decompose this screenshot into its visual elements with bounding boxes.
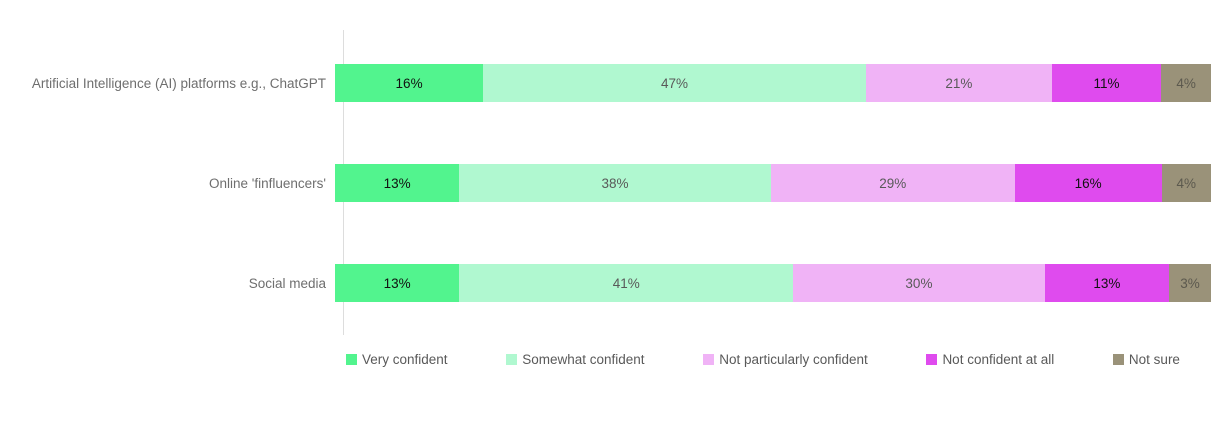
chart-row: Artificial Intelligence (AI) platforms e… [0, 33, 1211, 133]
segment-value-label: 4% [1176, 75, 1196, 91]
bar-segment[interactable]: 4% [1161, 64, 1211, 102]
segment-value-label: 16% [395, 75, 423, 91]
legend-label: Not sure [1128, 352, 1180, 367]
legend-label: Not confident at all [942, 352, 1055, 367]
segment-value-label: 29% [879, 175, 907, 191]
legend-label: Somewhat confident [522, 352, 645, 367]
category-label: Social media [248, 275, 326, 291]
bar-segment[interactable]: 13% [335, 264, 460, 302]
bar-segment[interactable]: 11% [1051, 64, 1162, 102]
bar-segment[interactable]: 4% [1161, 164, 1211, 202]
legend-item[interactable]: Not sure [1112, 352, 1180, 367]
chart-row: Social media 13% 41% 30% 13% 3% [0, 233, 1211, 333]
segment-value-label: 38% [601, 175, 629, 191]
bar-segment[interactable]: 41% [459, 264, 794, 302]
segment-value-label: 4% [1176, 175, 1197, 191]
segment-value-label: 3% [1180, 275, 1200, 291]
legend-item[interactable]: Somewhat confident [506, 352, 645, 367]
segment-value-label: 47% [661, 75, 689, 91]
bar-segment[interactable]: 16% [335, 64, 484, 102]
legend-swatch-icon [926, 354, 938, 365]
legend-label: Very confident [362, 352, 448, 367]
legend-item[interactable]: Not particularly confident [703, 352, 868, 367]
bar-segment[interactable]: 21% [865, 64, 1052, 102]
bar-segment[interactable]: 30% [793, 264, 1045, 302]
legend-swatch-icon [703, 354, 715, 365]
bar-segment[interactable]: 13% [335, 164, 460, 202]
segment-value-label: 16% [1074, 175, 1102, 191]
bar-segment[interactable]: 16% [1014, 164, 1162, 202]
category-label: Online 'finfluencers' [209, 175, 326, 191]
stacked-bar: 16% 47% 21% 11% 4% [335, 64, 1211, 102]
bar-segment[interactable]: 47% [483, 64, 866, 102]
stacked-bar: 13% 41% 30% 13% 3% [335, 264, 1211, 302]
bar-segment[interactable]: 29% [770, 164, 1015, 202]
segment-value-label: 21% [945, 75, 973, 91]
segment-value-label: 13% [1093, 275, 1121, 291]
category-label: Artificial Intelligence (AI) platforms e… [31, 75, 326, 91]
legend-swatch-icon [346, 354, 357, 365]
legend-swatch-icon [1112, 354, 1124, 365]
segment-value-label: 13% [383, 275, 411, 291]
chart-row: Online 'finfluencers' 13% 38% 29% 16% 4% [0, 133, 1211, 233]
legend-swatch-icon [506, 354, 518, 365]
segment-value-label: 13% [383, 175, 411, 191]
segment-value-label: 41% [612, 275, 640, 291]
bar-segment[interactable]: 13% [1044, 264, 1170, 302]
bar-segment[interactable]: 3% [1169, 264, 1211, 302]
bar-segment[interactable]: 38% [459, 164, 771, 202]
legend-item[interactable]: Very confident [346, 352, 448, 367]
legend: Very confident Somewhat confident Not part… [346, 352, 1180, 367]
segment-value-label: 30% [905, 275, 933, 291]
stacked-bar: 13% 38% 29% 16% 4% [335, 164, 1211, 202]
chart-rows: Artificial Intelligence (AI) platforms e… [0, 33, 1211, 333]
legend-item[interactable]: Not confident at all [926, 352, 1054, 367]
segment-value-label: 11% [1093, 75, 1120, 91]
legend-label: Not particularly confident [719, 352, 868, 367]
